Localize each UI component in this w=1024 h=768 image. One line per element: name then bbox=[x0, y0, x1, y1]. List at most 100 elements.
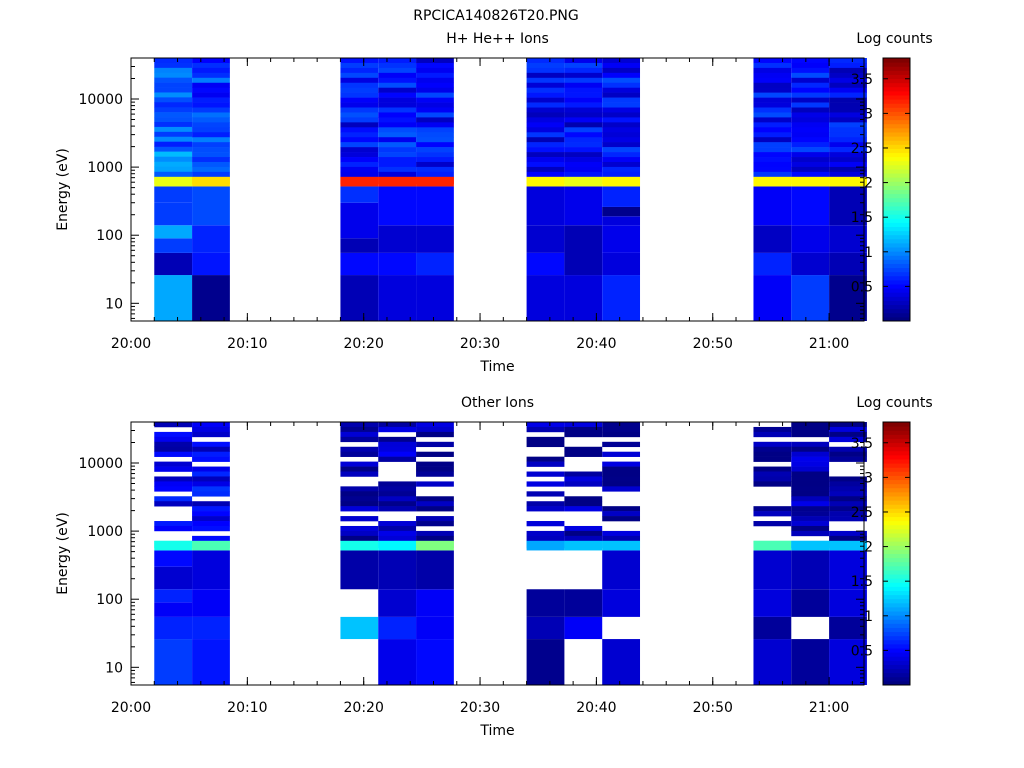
colorbar-swatch bbox=[883, 442, 910, 448]
heatmap-cell bbox=[340, 152, 379, 158]
heatmap-cell bbox=[829, 491, 867, 497]
heatmap-cell bbox=[192, 456, 230, 462]
heatmap-band-cell bbox=[416, 176, 454, 185]
heatmap-cell bbox=[192, 117, 230, 123]
heatmap-cell bbox=[753, 87, 792, 93]
heatmap-cell bbox=[378, 426, 417, 433]
heatmap-cell bbox=[602, 166, 641, 173]
heatmap-cell bbox=[340, 67, 379, 74]
heatmap-cell bbox=[416, 225, 454, 253]
heatmap-cell bbox=[602, 161, 641, 168]
heatmap-cell bbox=[154, 141, 193, 147]
heatmap-cell bbox=[829, 589, 867, 617]
heatmap-cell bbox=[154, 431, 193, 438]
heatmap-cell bbox=[791, 67, 830, 74]
heatmap-cell bbox=[829, 511, 867, 517]
heatmap-cell bbox=[340, 122, 379, 128]
heatmap-cell bbox=[753, 471, 792, 477]
heatmap-cell bbox=[753, 107, 792, 113]
colorbar-swatch bbox=[883, 140, 910, 145]
heatmap-cell bbox=[378, 161, 417, 168]
heatmap-cell bbox=[416, 431, 454, 438]
heatmap-cell bbox=[526, 535, 565, 542]
colorbar-tick-label: 1 bbox=[864, 609, 873, 625]
colorbar-swatch bbox=[883, 214, 910, 219]
heatmap-cell bbox=[192, 142, 230, 148]
heatmap-cell bbox=[829, 431, 867, 438]
colorbar-tick-label: 0.5 bbox=[851, 279, 873, 295]
y-axis: 10 100 1000 10000 bbox=[78, 57, 864, 319]
heatmap-cell bbox=[829, 252, 867, 276]
heatmap-cell bbox=[378, 117, 417, 123]
heatmap-cell bbox=[753, 161, 792, 168]
heatmap-cell bbox=[602, 589, 641, 617]
colorbar-tick-label: 0.5 bbox=[851, 643, 873, 659]
heatmap-band-cell bbox=[416, 540, 454, 549]
heatmap-cell bbox=[378, 501, 417, 507]
y-axis-label: Energy (eV) bbox=[55, 148, 71, 231]
heatmap-cell bbox=[753, 137, 792, 143]
colorbar-swatch bbox=[883, 541, 910, 546]
heatmap-cell bbox=[791, 275, 830, 321]
heatmap-cell bbox=[154, 202, 193, 226]
heatmap-cell bbox=[192, 491, 230, 497]
heatmap-cell bbox=[340, 535, 379, 542]
colorbar-swatch bbox=[883, 434, 910, 439]
heatmap-cell bbox=[564, 501, 603, 507]
heatmap-cell bbox=[564, 62, 603, 69]
heatmap-cell bbox=[154, 151, 193, 157]
x-tick-label: 20:10 bbox=[227, 700, 267, 716]
heatmap-cell bbox=[378, 589, 417, 617]
y-tick-label: 10000 bbox=[78, 456, 123, 472]
colorbar-swatch bbox=[883, 598, 910, 604]
colorbar-swatch bbox=[883, 107, 910, 112]
heatmap-cell bbox=[416, 535, 454, 542]
heatmap-cell bbox=[526, 426, 565, 433]
colorbar-swatch bbox=[883, 565, 910, 571]
colorbar-swatch bbox=[883, 438, 910, 444]
colorbar-swatch bbox=[883, 218, 910, 223]
colorbar-tick-label: 2.5 bbox=[851, 141, 873, 157]
heatmap-cell bbox=[378, 82, 417, 89]
heatmap-cell bbox=[378, 72, 417, 79]
heatmap-cell bbox=[416, 441, 454, 448]
heatmap-cell bbox=[378, 525, 417, 532]
heatmap-cell bbox=[416, 77, 454, 84]
heatmap-cell bbox=[192, 481, 230, 487]
heatmap-band-cell bbox=[378, 540, 417, 549]
heatmap-cell bbox=[602, 122, 641, 128]
colorbar-swatch bbox=[883, 467, 910, 472]
colorbar-swatch bbox=[883, 263, 910, 269]
heatmap-cell bbox=[526, 87, 565, 93]
heatmap-cell bbox=[526, 147, 565, 153]
heatmap-cell bbox=[602, 92, 641, 98]
heatmap-cell bbox=[564, 142, 603, 148]
heatmap-cell bbox=[416, 461, 454, 467]
heatmap-cell bbox=[340, 461, 379, 467]
heatmap-cell bbox=[829, 456, 867, 462]
heatmap-cell bbox=[564, 117, 603, 123]
heatmap-cell bbox=[602, 67, 641, 74]
heatmap-cell bbox=[378, 446, 417, 453]
heatmap-cell bbox=[192, 471, 230, 477]
heatmap-cell bbox=[416, 122, 454, 128]
heatmap-cell bbox=[753, 127, 792, 133]
colorbar-swatch bbox=[883, 292, 910, 297]
heatmap-cell bbox=[791, 147, 830, 153]
heatmap-cell bbox=[602, 107, 641, 113]
colorbar-swatch bbox=[883, 164, 910, 170]
heatmap-cell bbox=[154, 422, 193, 428]
heatmap-cell bbox=[791, 102, 830, 108]
colorbar-swatch bbox=[883, 422, 910, 427]
colorbar-swatch bbox=[883, 70, 910, 75]
heatmap-cell bbox=[526, 166, 565, 173]
heatmap-cell bbox=[416, 157, 454, 163]
heatmap-cell bbox=[602, 466, 641, 472]
heatmap-cell bbox=[192, 137, 230, 143]
heatmap-cell bbox=[791, 456, 830, 462]
colorbar-tick-label: 3.5 bbox=[851, 436, 873, 452]
heatmap-cell bbox=[192, 72, 230, 79]
heatmap-cell bbox=[829, 446, 867, 453]
heatmap-cell bbox=[340, 186, 379, 203]
heatmap-cell bbox=[526, 481, 565, 487]
